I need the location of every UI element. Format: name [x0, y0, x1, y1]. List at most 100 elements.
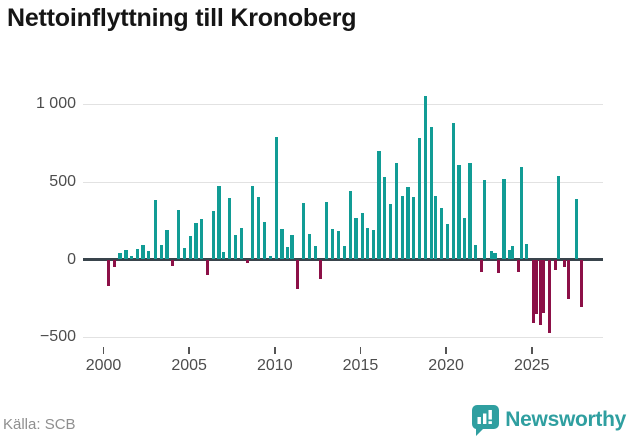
bar	[342, 245, 346, 260]
bar	[239, 228, 243, 260]
bar	[354, 217, 358, 260]
bar	[531, 259, 535, 324]
bar	[535, 259, 539, 314]
x-axis-zero-line	[83, 258, 603, 261]
bar	[129, 255, 133, 260]
bar	[429, 127, 433, 260]
bar	[330, 229, 335, 260]
gridline	[83, 337, 603, 339]
bar	[406, 187, 410, 260]
newsworthy-logo: Newsworthy	[471, 404, 626, 436]
bar	[295, 259, 300, 289]
bar	[445, 224, 450, 260]
bar	[434, 195, 438, 260]
bar	[507, 250, 511, 260]
bar	[547, 259, 552, 334]
bar	[206, 259, 210, 275]
chart-title: Nettoinflyttning till Kronoberg	[7, 4, 357, 32]
bar	[211, 210, 216, 260]
bar	[579, 259, 583, 307]
bar	[541, 259, 545, 313]
bar	[457, 165, 461, 260]
bar	[502, 178, 506, 260]
bar	[286, 246, 290, 260]
bar	[440, 207, 444, 260]
bar	[371, 229, 375, 260]
bar	[146, 250, 151, 260]
bar	[394, 163, 398, 260]
x-axis-tick-mark	[445, 347, 447, 354]
bar	[280, 229, 284, 260]
y-axis-tick-label: 1 000	[35, 94, 76, 112]
bar	[377, 150, 381, 260]
bar	[307, 233, 311, 260]
bar	[473, 245, 477, 260]
source-note: Källa: SCB	[3, 416, 76, 433]
bar	[182, 247, 186, 260]
gridline	[83, 181, 603, 183]
bar	[325, 201, 329, 260]
bar	[483, 179, 487, 260]
bar	[290, 234, 294, 260]
bar	[256, 197, 261, 260]
bar	[418, 138, 422, 260]
bar	[251, 185, 255, 260]
x-axis-tick-mark	[359, 347, 362, 354]
bar	[348, 191, 352, 260]
bar	[490, 251, 494, 260]
bar	[274, 136, 278, 260]
bar	[112, 259, 116, 267]
bar	[451, 122, 455, 260]
bar	[383, 176, 387, 260]
bar	[574, 198, 579, 260]
bar	[493, 253, 497, 260]
bar	[463, 217, 467, 260]
bar	[524, 243, 528, 260]
x-axis-tick-label: 2000	[85, 357, 122, 374]
bar	[497, 259, 501, 273]
bar	[336, 231, 341, 260]
bar	[366, 227, 370, 260]
bar	[468, 163, 472, 260]
bar	[194, 223, 198, 260]
y-axis-tick-label: −500	[39, 328, 76, 346]
bar	[562, 259, 567, 267]
bar	[217, 185, 221, 260]
x-axis-tick-label: 2010	[257, 357, 293, 374]
bar	[319, 259, 323, 279]
bar	[553, 259, 557, 270]
bar	[423, 96, 428, 260]
x-axis-tick-mark	[530, 347, 533, 354]
bar	[222, 252, 226, 260]
bar	[165, 229, 169, 260]
bar	[520, 166, 524, 260]
x-axis-tick-label: 2025	[513, 357, 550, 374]
bar	[538, 259, 542, 326]
bar	[566, 259, 571, 299]
x-axis-tick-label: 2020	[428, 357, 464, 374]
x-axis-tick-mark	[188, 347, 190, 354]
bar	[159, 245, 164, 260]
bar	[516, 259, 520, 273]
bar	[141, 244, 145, 260]
bar	[227, 198, 232, 260]
bar	[268, 255, 272, 260]
bar	[301, 203, 306, 260]
bar	[388, 203, 393, 260]
bar	[557, 175, 561, 260]
y-axis-tick-label: 0	[67, 250, 76, 268]
y-axis-tick-label: 500	[49, 172, 76, 190]
bar	[176, 209, 181, 260]
bar	[188, 236, 192, 260]
brand-name: Newsworthy	[505, 408, 626, 431]
x-axis-tick-mark	[274, 347, 276, 354]
bar	[245, 259, 249, 263]
bar	[200, 219, 204, 260]
bar	[118, 252, 122, 260]
bar	[135, 249, 139, 260]
bar	[106, 259, 111, 287]
bar	[262, 221, 267, 260]
bar	[124, 250, 128, 260]
x-axis-tick-label: 2015	[342, 357, 379, 374]
